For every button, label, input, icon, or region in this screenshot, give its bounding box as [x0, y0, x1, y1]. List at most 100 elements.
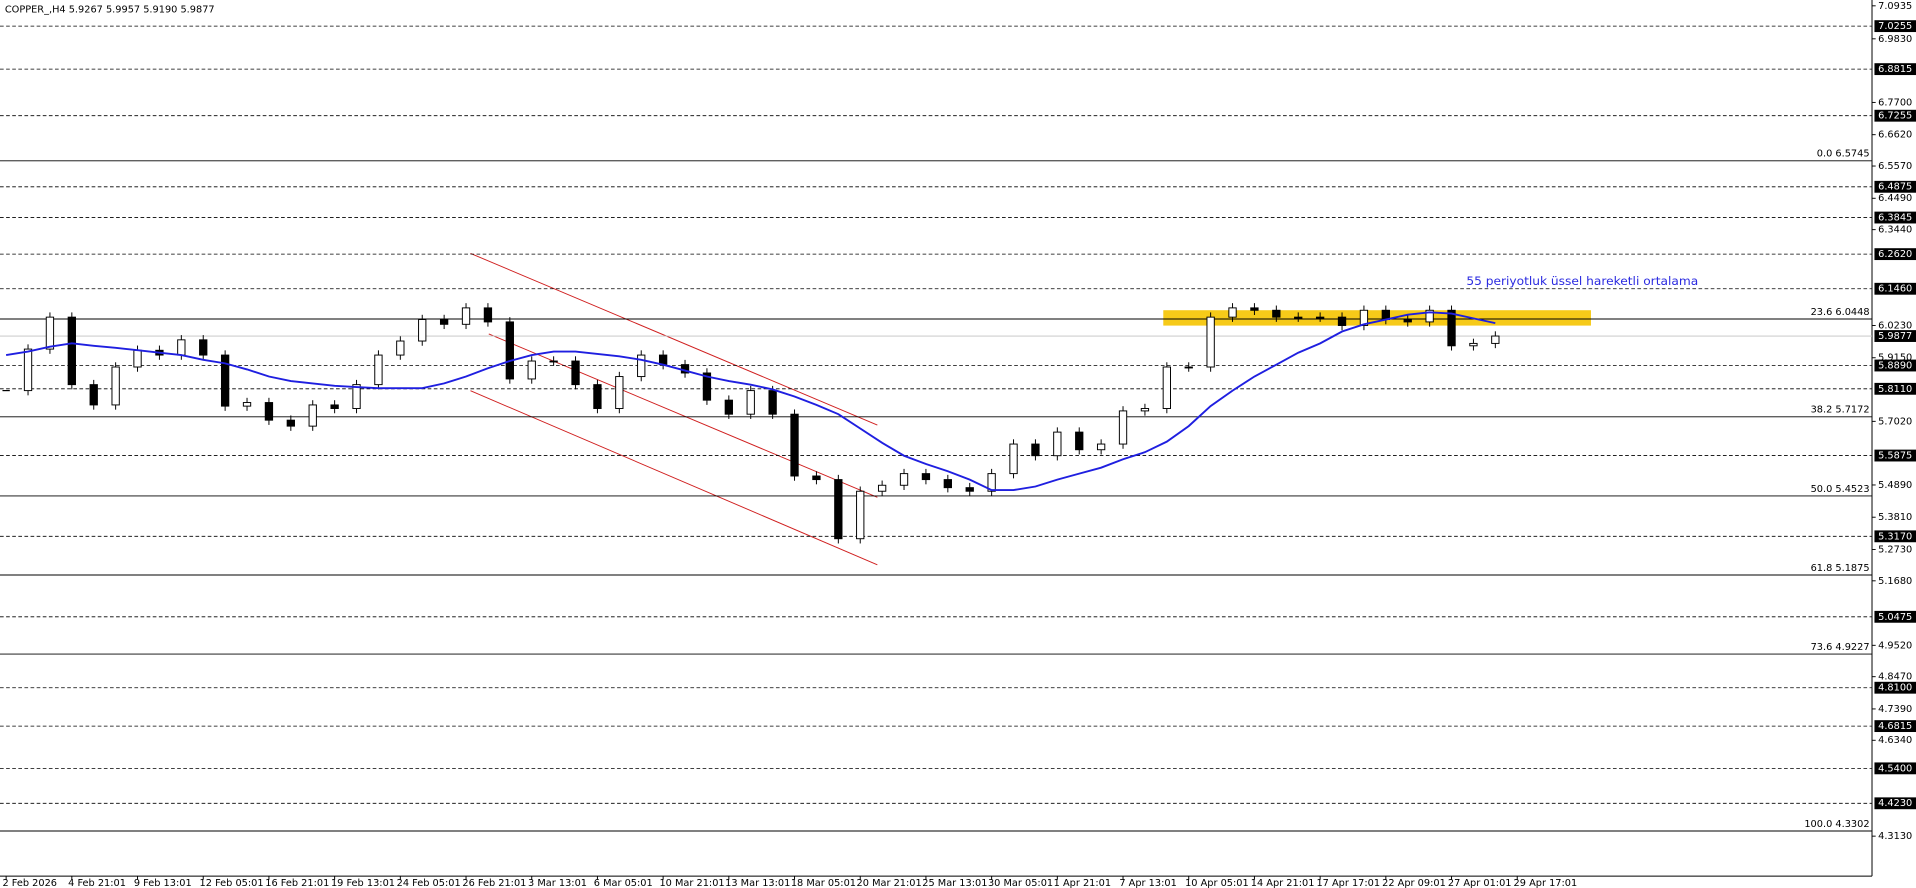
level-label-bg	[1874, 211, 1916, 224]
x-tick-label: 26 Feb 21:01	[462, 878, 526, 888]
level-label-bg	[1874, 681, 1916, 694]
candle	[943, 479, 952, 489]
channel-lower	[470, 390, 878, 566]
x-tick-label: 6 Mar 05:01	[594, 878, 653, 888]
ema-line	[5, 311, 1496, 492]
candle	[483, 307, 493, 323]
candle	[199, 339, 208, 356]
candle	[177, 339, 186, 356]
candle	[965, 487, 974, 492]
candle	[308, 404, 317, 427]
level-label: 4.8100	[1878, 683, 1912, 694]
candle	[527, 360, 536, 380]
level-label: 6.8815	[1878, 64, 1912, 75]
x-tick-label: 7 Apr 13:01	[1119, 878, 1176, 888]
y-tick-label: 5.4890	[1878, 480, 1912, 491]
candle	[921, 473, 931, 481]
candle	[812, 475, 821, 481]
candle	[1315, 316, 1325, 319]
candle	[418, 319, 427, 342]
level-label-bg	[1874, 359, 1916, 372]
price-label-bg	[1874, 330, 1916, 342]
candle	[987, 473, 996, 492]
candle	[352, 384, 361, 409]
y-tick-label: 5.1680	[1878, 576, 1912, 587]
level-label-bg	[1874, 610, 1916, 623]
candle	[1447, 309, 1456, 347]
level-label: 5.8110	[1878, 384, 1912, 395]
x-tick-label: 4 Feb 21:01	[68, 878, 126, 888]
level-label: 4.5400	[1878, 763, 1912, 774]
level-label: 5.5875	[1878, 451, 1912, 462]
y-tick-label: 4.6340	[1878, 735, 1912, 746]
y-tick-label: 6.0230	[1878, 321, 1912, 332]
candle	[1272, 309, 1281, 318]
y-tick-label: 5.9150	[1878, 353, 1912, 364]
y-tick-label: 4.7390	[1878, 704, 1912, 715]
y-tick-label: 6.7700	[1878, 98, 1912, 109]
level-label-bg	[1874, 762, 1916, 775]
candle	[45, 316, 55, 350]
candle	[856, 490, 865, 540]
candle	[615, 376, 624, 409]
candle	[1075, 431, 1084, 451]
level-label-bg	[1874, 63, 1916, 76]
candle	[1053, 431, 1062, 457]
candle	[571, 360, 580, 386]
x-tick-label: 24 Feb 05:01	[397, 878, 461, 888]
candle	[330, 404, 339, 409]
level-label: 5.0475	[1878, 612, 1912, 623]
x-tick-label: 3 Mar 13:01	[528, 878, 587, 888]
candle	[702, 372, 712, 401]
x-tick-label: 9 Feb 13:01	[134, 878, 192, 888]
level-label: 4.6815	[1878, 721, 1912, 732]
candle	[111, 366, 120, 406]
x-tick-label: 1 Apr 21:01	[1054, 878, 1111, 888]
fib-label: 50.0 5.4523	[1811, 484, 1870, 495]
level-label: 6.7255	[1878, 111, 1912, 122]
x-tick-label: 22 Apr 09:01	[1382, 878, 1446, 888]
level-label: 6.1460	[1878, 284, 1912, 295]
candle	[768, 390, 777, 415]
candle	[877, 484, 887, 492]
level-label: 5.3170	[1878, 531, 1912, 542]
candle	[89, 384, 98, 406]
level-label-bg	[1874, 282, 1916, 295]
candle	[746, 390, 755, 415]
fib-label: 23.6 6.0448	[1811, 307, 1870, 318]
candle	[396, 340, 405, 356]
x-tick-label: 25 Mar 13:01	[922, 878, 987, 888]
chart-title: COPPER_,H4 5.9267 5.9957 5.9190 5.9877	[5, 5, 215, 16]
price-label: 5.9877	[1878, 331, 1912, 342]
candle	[1491, 335, 1500, 344]
y-tick-label: 6.4490	[1878, 193, 1912, 204]
x-tick-label: 29 Apr 17:01	[1514, 878, 1578, 888]
candle	[1294, 316, 1303, 319]
y-tick-label: 6.3440	[1878, 225, 1912, 236]
level-label-bg	[1874, 382, 1916, 395]
y-tick-label: 5.3810	[1878, 512, 1912, 523]
candle	[1337, 316, 1347, 326]
x-tick-label: 27 Apr 01:01	[1448, 878, 1512, 888]
level-label: 6.4875	[1878, 182, 1912, 193]
candle	[374, 354, 383, 386]
y-tick-label: 5.7020	[1878, 416, 1912, 427]
candle	[1206, 316, 1215, 368]
candle	[505, 321, 514, 380]
y-tick-label: 7.0935	[1878, 1, 1912, 12]
level-label-bg	[1874, 449, 1916, 462]
level-label: 5.8890	[1878, 361, 1912, 372]
candle	[439, 319, 449, 325]
candle	[1359, 309, 1369, 326]
x-tick-label: 30 Mar 05:01	[988, 878, 1053, 888]
candle	[899, 473, 909, 486]
level-label-bg	[1874, 109, 1916, 122]
y-tick-label: 4.8470	[1878, 672, 1912, 683]
y-tick-label: 4.9520	[1878, 640, 1912, 651]
annotation: 55 periyotluk üssel hareketli ortalama	[1466, 274, 1698, 288]
candle	[1096, 443, 1106, 451]
x-tick-label: 13 Mar 13:01	[725, 878, 790, 888]
candle	[724, 399, 733, 415]
